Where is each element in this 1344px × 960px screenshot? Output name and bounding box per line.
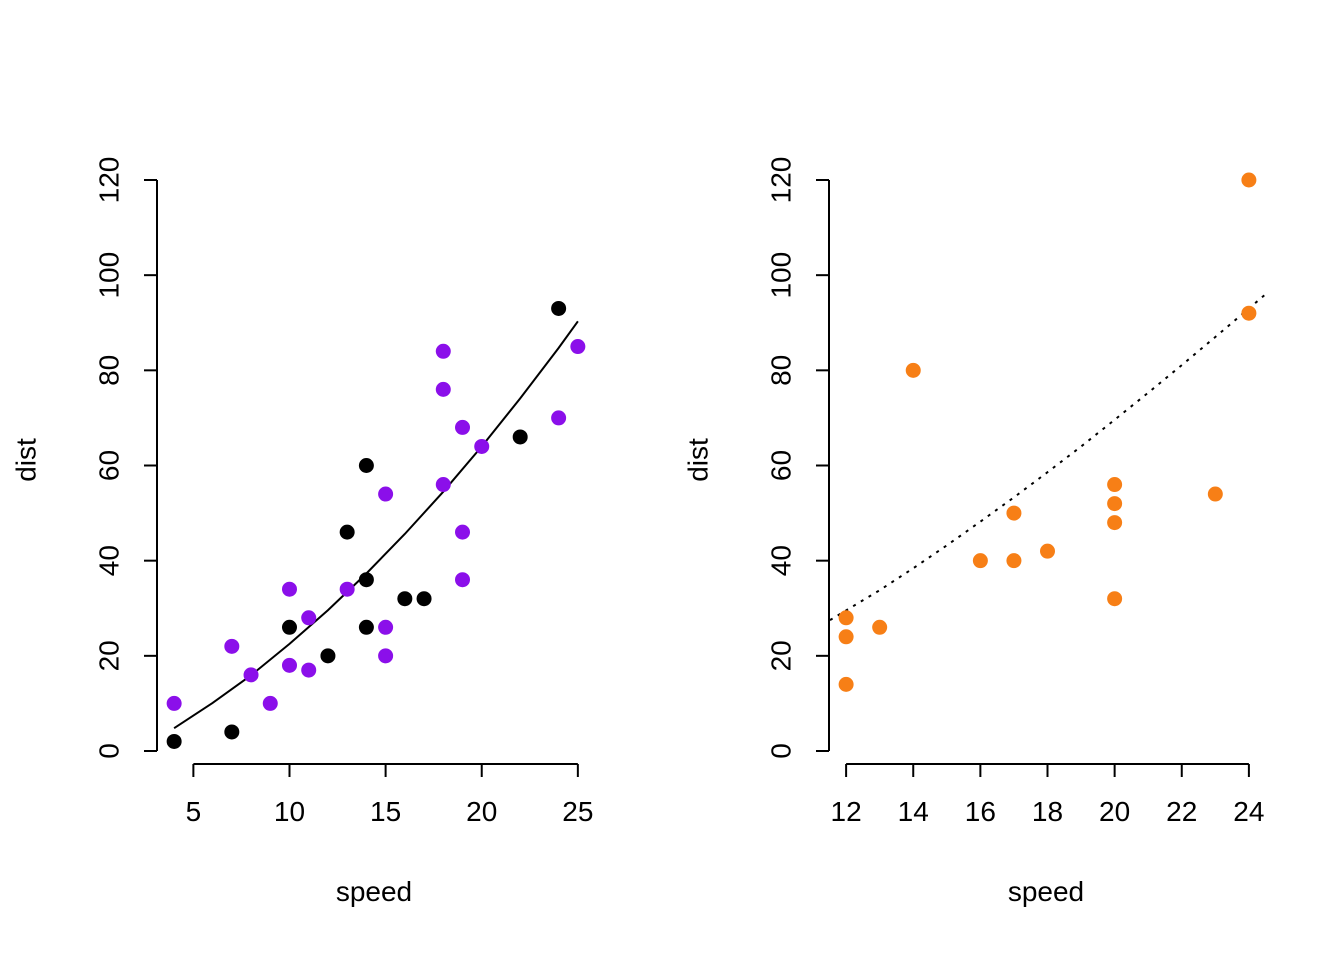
- data-point: [1006, 505, 1022, 521]
- data-point: [281, 581, 297, 597]
- data-point: [435, 477, 451, 493]
- y-tick-label: 80: [94, 355, 125, 386]
- data-point: [358, 458, 374, 473]
- data-point: [455, 419, 471, 435]
- data-point: [378, 648, 394, 664]
- data-point: [416, 591, 432, 607]
- data-point: [166, 695, 182, 711]
- data-point: [570, 339, 586, 355]
- data-point: [301, 610, 317, 626]
- data-point: [358, 619, 374, 635]
- y-tick-label: 60: [766, 450, 797, 481]
- y-tick-label: 40: [766, 545, 797, 576]
- y-tick-label: 20: [766, 640, 797, 671]
- x-axis-label: speed: [1008, 876, 1084, 907]
- y-tick-label: 100: [766, 252, 797, 299]
- data-point: [551, 410, 567, 426]
- y-tick-label: 120: [94, 157, 125, 204]
- data-point: [301, 662, 317, 678]
- data-point: [838, 629, 854, 645]
- data-point: [474, 438, 490, 454]
- data-point: [512, 429, 528, 445]
- data-point: [339, 524, 355, 540]
- x-tick-label: 5: [186, 796, 202, 827]
- data-point: [435, 343, 451, 359]
- data-point: [281, 619, 297, 635]
- left-scatter-plot: 5 10 15 20 25 0 20 40 60 80 100 120 speed dist: [11, 157, 594, 907]
- y-tick-label: 0: [94, 743, 125, 759]
- data-point: [339, 581, 355, 597]
- y-tick-label: 60: [94, 450, 125, 481]
- data-point: [972, 553, 988, 569]
- data-point: [1107, 496, 1123, 512]
- data-point: [1107, 515, 1123, 531]
- data-point: [1207, 486, 1223, 502]
- data-point: [455, 524, 471, 540]
- x-axis-label: speed: [336, 876, 412, 907]
- data-point: [1107, 477, 1123, 493]
- data-point: [551, 300, 567, 316]
- x-tick-label: 14: [898, 796, 929, 827]
- x-tick-label: 22: [1166, 796, 1197, 827]
- x-tick-label: 12: [831, 796, 862, 827]
- x-tick-label: 10: [274, 796, 305, 827]
- data-point: [905, 362, 921, 378]
- fit-curve: [173, 320, 579, 730]
- data-point: [262, 695, 278, 711]
- y-tick-label: 0: [766, 743, 797, 759]
- data-point: [1006, 553, 1022, 569]
- data-point: [397, 591, 413, 607]
- data-point: [243, 667, 259, 683]
- data-point: [1040, 543, 1055, 559]
- data-point: [1241, 172, 1257, 188]
- x-tick-label: 20: [1099, 796, 1130, 827]
- data-point: [838, 610, 854, 626]
- data-point: [224, 638, 240, 654]
- y-tick-label: 120: [766, 157, 797, 204]
- y-tick-label: 100: [94, 252, 125, 299]
- y-axis-label: dist: [683, 438, 714, 482]
- x-tick-label: 24: [1233, 796, 1264, 827]
- data-point: [435, 381, 451, 397]
- data-point: [378, 486, 394, 502]
- data-point: [838, 676, 854, 692]
- data-point: [320, 648, 336, 664]
- y-tick-label: 80: [766, 355, 797, 386]
- data-point: [1107, 591, 1123, 607]
- data-point: [872, 619, 888, 635]
- y-axis-label: dist: [11, 438, 42, 482]
- fit-curve: [830, 293, 1265, 621]
- x-tick-label: 18: [1032, 796, 1063, 827]
- x-tick-label: 25: [562, 796, 593, 827]
- data-point: [358, 572, 374, 588]
- data-point: [166, 733, 182, 749]
- y-tick-label: 40: [94, 545, 125, 576]
- data-point: [281, 657, 297, 673]
- data-point: [1241, 305, 1257, 321]
- data-point: [378, 619, 394, 635]
- y-tick-label: 20: [94, 640, 125, 671]
- x-tick-label: 20: [466, 796, 497, 827]
- x-tick-label: 15: [370, 796, 401, 827]
- right-scatter-plot: 12 14 16 18 20 22 24 0 20 40 60 80 100 120 speed dist: [683, 157, 1265, 907]
- data-point: [224, 724, 240, 740]
- x-tick-label: 16: [965, 796, 996, 827]
- data-point: [455, 572, 471, 588]
